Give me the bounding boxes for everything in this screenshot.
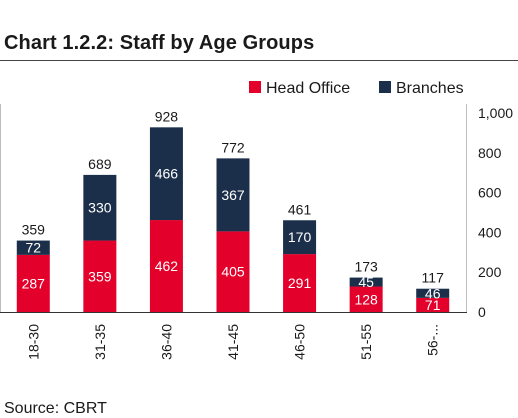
- x-tick-label: 56-...: [425, 324, 441, 356]
- data-label-branches: 72: [25, 240, 41, 256]
- data-label-total: 461: [288, 201, 312, 217]
- source-note: Source: CBRT: [4, 400, 107, 417]
- bar-head-office: [83, 240, 117, 312]
- bar-head-office: [216, 231, 250, 312]
- title-divider: [0, 60, 518, 61]
- y-tick-label: 800: [478, 145, 502, 161]
- y-tick-label: 200: [478, 264, 502, 280]
- data-label-branches: 46: [425, 285, 441, 301]
- bar-head-office: [149, 220, 183, 312]
- data-label-total: 928: [155, 108, 179, 124]
- bar-branches: [16, 240, 50, 255]
- x-tick-label: 36-40: [158, 324, 174, 360]
- x-tick-label: 18-30: [25, 324, 41, 360]
- data-label-total: 772: [221, 139, 245, 155]
- legend-swatch: [249, 81, 261, 93]
- y-tick-label: 0: [478, 304, 486, 320]
- bar-head-office: [16, 254, 50, 312]
- bar-head-office: [349, 286, 383, 312]
- data-label-branches: 330: [88, 200, 112, 216]
- data-label-head-office: 287: [22, 275, 46, 291]
- data-label-total: 117: [422, 270, 445, 286]
- data-label-total: 359: [22, 222, 46, 238]
- x-tick-label: 51-55: [358, 324, 374, 360]
- x-tick-label: 41-45: [225, 324, 241, 360]
- data-label-branches: 45: [358, 274, 374, 290]
- bar-branches: [83, 174, 117, 241]
- data-label-total: 173: [354, 259, 378, 275]
- data-label-head-office: 71: [425, 297, 441, 313]
- data-label-branches: 367: [221, 187, 245, 203]
- data-label-head-office: 291: [288, 275, 312, 291]
- bar-head-office: [283, 254, 317, 312]
- bar-branches: [349, 277, 383, 287]
- y-tick-label: 1,000: [478, 105, 513, 121]
- x-tick-label: 46-50: [292, 324, 308, 360]
- bar-branches: [416, 288, 450, 298]
- data-label-branches: 466: [155, 166, 179, 182]
- bar-head-office: [416, 297, 450, 312]
- data-label-branches: 170: [288, 229, 312, 245]
- data-label-head-office: 359: [88, 268, 112, 284]
- bar-branches: [149, 127, 183, 221]
- legend-swatch: [379, 81, 391, 93]
- data-label-total: 689: [88, 156, 112, 172]
- data-label-head-office: 405: [221, 264, 245, 280]
- bar-branches: [216, 158, 250, 232]
- chart-title: Chart 1.2.2: Staff by Age Groups: [4, 32, 315, 54]
- data-label-head-office: 462: [155, 258, 179, 274]
- data-label-head-office: 128: [354, 291, 378, 307]
- bar-branches: [283, 220, 317, 255]
- y-tick-label: 400: [478, 224, 502, 240]
- legend-label: Branches: [396, 80, 464, 97]
- legend-label: Head Office: [266, 80, 350, 97]
- y-tick-label: 600: [478, 185, 502, 201]
- x-tick-label: 31-35: [92, 324, 108, 360]
